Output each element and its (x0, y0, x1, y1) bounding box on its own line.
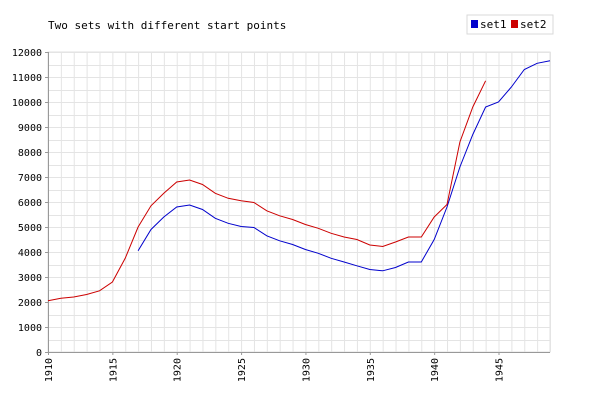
y-tick-label: 6000 (18, 198, 42, 209)
x-axis-ticks: 1910 1915 1920 1925 1930 1935 1940 1945 (44, 352, 506, 382)
grid (47, 51, 551, 353)
y-axis-ticks: 0 1000 2000 3000 4000 5000 6000 7000 8000 9000 100… (12, 48, 48, 359)
x-tick-label: 1945 (495, 358, 506, 382)
x-tick-label: 1920 (173, 358, 184, 382)
x-tick-label: 1910 (44, 358, 55, 382)
series-lines (47, 60, 551, 302)
axes (48, 52, 550, 353)
x-tick-label: 1940 (430, 358, 441, 382)
y-tick-label: 9000 (18, 123, 42, 134)
y-tick-label: 2000 (18, 298, 42, 309)
y-tick-label: 3000 (18, 273, 42, 284)
legend-box (466, 14, 554, 35)
legend-label-set2: set2 (520, 18, 547, 31)
x-tick-label: 1930 (301, 358, 312, 382)
legend-swatch-set2 (511, 20, 518, 28)
y-tick-label: 10000 (12, 98, 42, 109)
y-tick-label: 4000 (18, 248, 42, 259)
x-tick-label: 1915 (108, 358, 119, 382)
x-tick-label: 1935 (366, 358, 377, 382)
y-tick-label: 8000 (18, 148, 42, 159)
y-tick-label: 0 (36, 348, 42, 359)
x-tick-label: 1925 (237, 358, 248, 382)
y-tick-label: 12000 (12, 48, 42, 59)
legend-label-set1: set1 (480, 18, 507, 31)
y-tick-label: 11000 (12, 73, 42, 84)
chart-title: Two sets with different start points (48, 19, 286, 32)
y-tick-label: 5000 (18, 223, 42, 234)
legend: set1 set2 (466, 14, 554, 35)
legend-swatch-set1 (471, 20, 478, 28)
y-tick-label: 1000 (18, 323, 42, 334)
series-line-set1 (137, 60, 551, 272)
series-line-set2 (47, 80, 487, 302)
y-tick-label: 7000 (18, 173, 42, 184)
